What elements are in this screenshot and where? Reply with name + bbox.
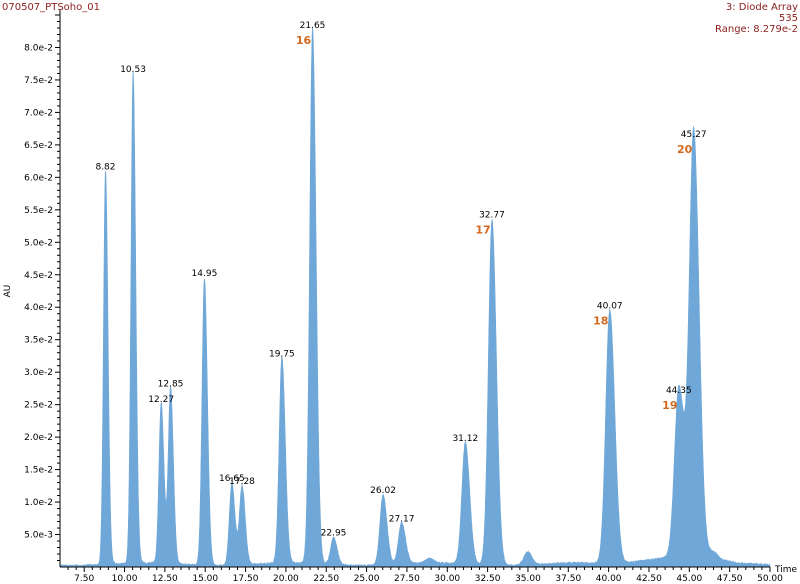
detector-wavelength: 535 — [778, 13, 798, 24]
peak-label: 21.65 — [300, 21, 326, 31]
chromatogram-trace — [59, 27, 771, 568]
y-tick-label: 4.5e-2 — [24, 271, 53, 281]
y-tick-label: 6.0e-2 — [24, 173, 53, 183]
peak-number-marker: 18 — [593, 314, 608, 327]
x-tick-label: 22.50 — [313, 574, 339, 584]
peak-label: 27.17 — [389, 514, 415, 524]
peak-label: 32.77 — [479, 211, 505, 221]
sample-name: 070507_PTSoho_01 — [2, 2, 100, 13]
y-tick-label: 5.0e-2 — [24, 238, 53, 248]
peak-label: 22.95 — [321, 529, 347, 539]
x-tick-label: 25.00 — [354, 574, 380, 584]
detector-info: 3: Diode Array 535 Range: 8.279e-2 — [715, 2, 798, 35]
x-tick-label: 12.50 — [152, 574, 178, 584]
peak-label: 12.85 — [158, 379, 184, 389]
y-tick-label: 1.5e-2 — [24, 466, 53, 476]
x-tick-label: 27.50 — [394, 574, 420, 584]
x-tick-label: 35.00 — [515, 574, 541, 584]
detector-name: 3: Diode Array — [725, 2, 798, 13]
y-tick-label: 5.0e-3 — [24, 531, 53, 541]
axes-layer: 7.50 10.00 12.50 15.00 17.50 20.00 22.50 25.00 2… — [3, 10, 797, 584]
trace-layer — [59, 27, 771, 568]
y-tick-label: 7.5e-2 — [24, 76, 53, 86]
peak-label: 8.82 — [95, 162, 115, 172]
y-axis-title: AU — [3, 285, 13, 298]
peak-label: 45.27 — [681, 130, 707, 140]
x-tick-label: 50.00 — [757, 574, 783, 584]
x-tick-label: 42.50 — [636, 574, 662, 584]
x-tick-label: 30.00 — [434, 574, 460, 584]
x-tick-label: 37.50 — [555, 574, 581, 584]
x-axis-title: Time — [774, 565, 797, 575]
peak-label: 10.53 — [120, 65, 146, 75]
x-tick-label: 10.00 — [112, 574, 138, 584]
y-tick-label: 3.0e-2 — [24, 368, 53, 378]
y-tick-label: 2.5e-2 — [24, 401, 53, 411]
y-tick-label: 6.5e-2 — [24, 141, 53, 151]
peak-label: 26.02 — [370, 486, 396, 496]
x-tick-label: 32.50 — [475, 574, 501, 584]
peak-label: 14.95 — [192, 269, 218, 279]
x-tick-label: 45.00 — [676, 574, 702, 584]
peak-label: 40.07 — [597, 301, 623, 311]
x-tick-label: 17.50 — [233, 574, 259, 584]
peak-number-marker: 20 — [677, 143, 693, 156]
x-tick-label: 7.50 — [74, 574, 94, 584]
y-tick-label: 1.0e-2 — [24, 498, 53, 508]
peak-label: 12.27 — [148, 395, 174, 405]
detector-range: Range: 8.279e-2 — [715, 24, 798, 35]
y-tick-label: 7.0e-2 — [24, 108, 53, 118]
peak-number-marker: 17 — [475, 224, 490, 237]
peak-label: 17.28 — [229, 477, 255, 487]
x-tick-label: 20.00 — [273, 574, 299, 584]
y-tick-label: 4.0e-2 — [24, 303, 53, 313]
peak-number-marker: 19 — [662, 399, 677, 412]
x-tick-label: 40.00 — [596, 574, 622, 584]
peak-label: 16.65 — [219, 474, 245, 484]
peak-number-marker: 16 — [296, 34, 312, 47]
x-tick-label: 47.50 — [717, 574, 743, 584]
peak-label: 31.12 — [452, 434, 478, 444]
peak-label: 44.35 — [666, 386, 692, 396]
peak-label: 19.75 — [269, 349, 295, 359]
y-tick-label: 3.5e-2 — [24, 336, 53, 346]
y-tick-label: 5.5e-2 — [24, 206, 53, 216]
y-tick-label: 8.0e-2 — [24, 43, 53, 53]
y-tick-label: 2.0e-2 — [24, 433, 53, 443]
x-tick-label: 15.00 — [192, 574, 218, 584]
